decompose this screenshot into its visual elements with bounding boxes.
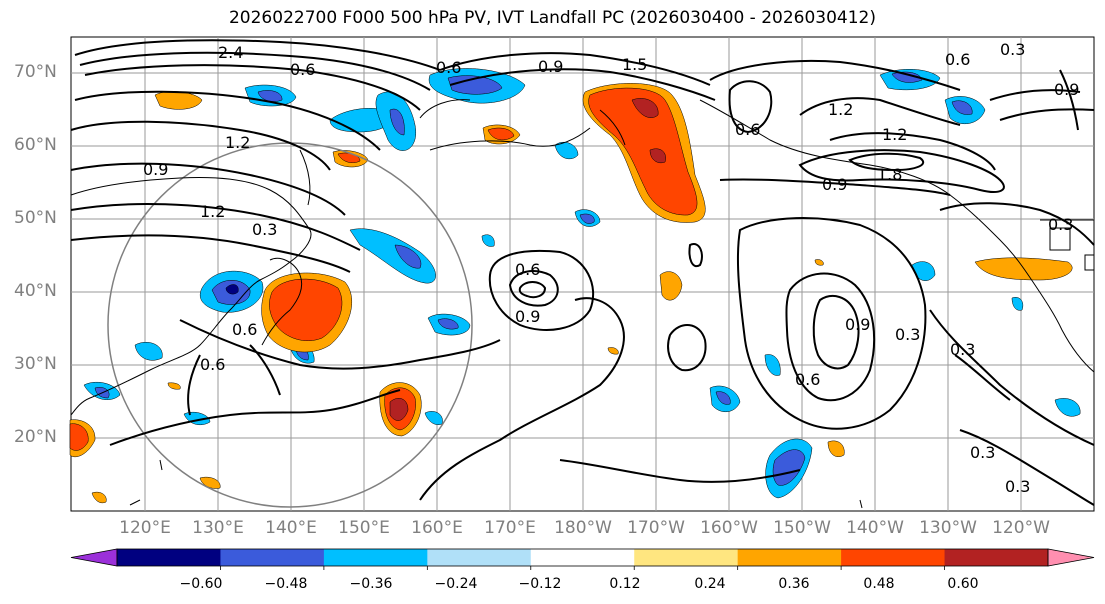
contour-labels: 2.4 1.2 0.6 1.5 0.6 0.3 0.6 0.9 0.6 1.2 …: [143, 40, 1079, 496]
colorbar-segment: [323, 549, 428, 566]
contour-label: 0.6: [232, 320, 257, 339]
colorbar-segment: [220, 549, 325, 566]
colorbar-segment: [427, 549, 532, 566]
pv-positive-shading: [69, 83, 1073, 504]
lon-label: 160°E: [411, 518, 463, 538]
contour-label: 0.3: [970, 443, 995, 462]
contour-label: 0.3: [895, 325, 920, 344]
colorbar-segment: [841, 549, 946, 566]
contour-label: 0.9: [822, 175, 847, 194]
contour-label: 1.5: [622, 55, 647, 74]
colorbar-tick-label: 0.60: [947, 576, 979, 592]
colorbar-tick-label: 0.48: [863, 576, 895, 592]
colorbar-tick-label: 0.36: [778, 576, 810, 592]
contour-label: 1.2: [882, 125, 907, 144]
colorbar-tick-label: −0.60: [179, 576, 223, 592]
colorbar-tick-label: −0.48: [264, 576, 308, 592]
lon-label: 170°E: [484, 518, 536, 538]
map-panel: 2.4 1.2 0.6 1.5 0.6 0.3 0.6 0.9 0.6 1.2 …: [69, 36, 1095, 512]
contour-label: 0.6: [945, 50, 970, 69]
contour-label: 2.4: [218, 43, 243, 62]
lon-label: 150°E: [338, 518, 390, 538]
coastlines: [70, 99, 1095, 509]
colorbar-segment: [530, 549, 635, 566]
lon-label: 150°W: [773, 518, 831, 538]
colorbar-border: [116, 548, 1049, 567]
lon-label: 120°E: [119, 518, 171, 538]
contour-label: 0.6: [515, 260, 540, 279]
lon-label: 160°W: [700, 518, 758, 538]
contour-label: 0.6: [200, 355, 225, 374]
lon-label: 180°W: [554, 518, 612, 538]
lon-label: 170°W: [627, 518, 685, 538]
contour-label: 0.9: [538, 57, 563, 76]
contour-label: 0.9: [1054, 80, 1079, 99]
lat-label: 40°N: [14, 281, 57, 301]
pv-negative-shading: [83, 68, 1081, 499]
lat-label: 60°N: [14, 135, 57, 155]
lat-label: 50°N: [14, 208, 57, 228]
colorbar-segment: [944, 549, 1049, 566]
contour-label: 0.9: [845, 315, 870, 334]
colorbar-tick-label: −0.24: [434, 576, 478, 592]
contour-label: 0.3: [1000, 40, 1025, 59]
colorbar-tick-label: 0.24: [694, 576, 726, 592]
colorbar-tick-label: 0.12: [609, 576, 641, 592]
contour-label: 1.2: [225, 133, 250, 152]
contour-label: 0.6: [436, 58, 461, 77]
contour-label: 0.9: [515, 307, 540, 326]
contour-label: 0.6: [735, 120, 760, 139]
colorbar-segment: [737, 549, 842, 566]
lon-label: 130°W: [919, 518, 977, 538]
contour-label: 0.3: [950, 340, 975, 359]
contour-label: 0.3: [1048, 215, 1073, 234]
contour-label: 1.2: [200, 202, 225, 221]
colorbar-tick-label: −0.12: [518, 576, 562, 592]
colorbar-tick-label: −0.36: [349, 576, 393, 592]
lon-label: 140°W: [846, 518, 904, 538]
contour-label: 0.9: [143, 160, 168, 179]
contour-label: 0.3: [252, 220, 277, 239]
contour-label: 1.8: [877, 165, 902, 184]
contour-label: 1.2: [828, 100, 853, 119]
lon-label: 120°W: [992, 518, 1050, 538]
lat-label: 30°N: [14, 354, 57, 374]
colorbar-extend-high: [1047, 548, 1095, 567]
lat-label: 70°N: [14, 62, 57, 82]
colorbar-extend-low: [70, 548, 118, 567]
map-title: 2026022700 F000 500 hPa PV, IVT Landfall…: [228, 8, 876, 28]
colorbar: [70, 548, 1095, 570]
contour-label: 0.6: [795, 370, 820, 389]
pv-contours: [70, 39, 1095, 506]
colorbar-segment: [634, 549, 739, 566]
contour-label: 0.3: [1005, 477, 1030, 496]
lat-label: 20°N: [14, 427, 57, 447]
contour-label: 0.6: [290, 60, 315, 79]
lon-label: 140°E: [265, 518, 317, 538]
lon-label: 130°E: [192, 518, 244, 538]
colorbar-segment: [117, 549, 221, 566]
